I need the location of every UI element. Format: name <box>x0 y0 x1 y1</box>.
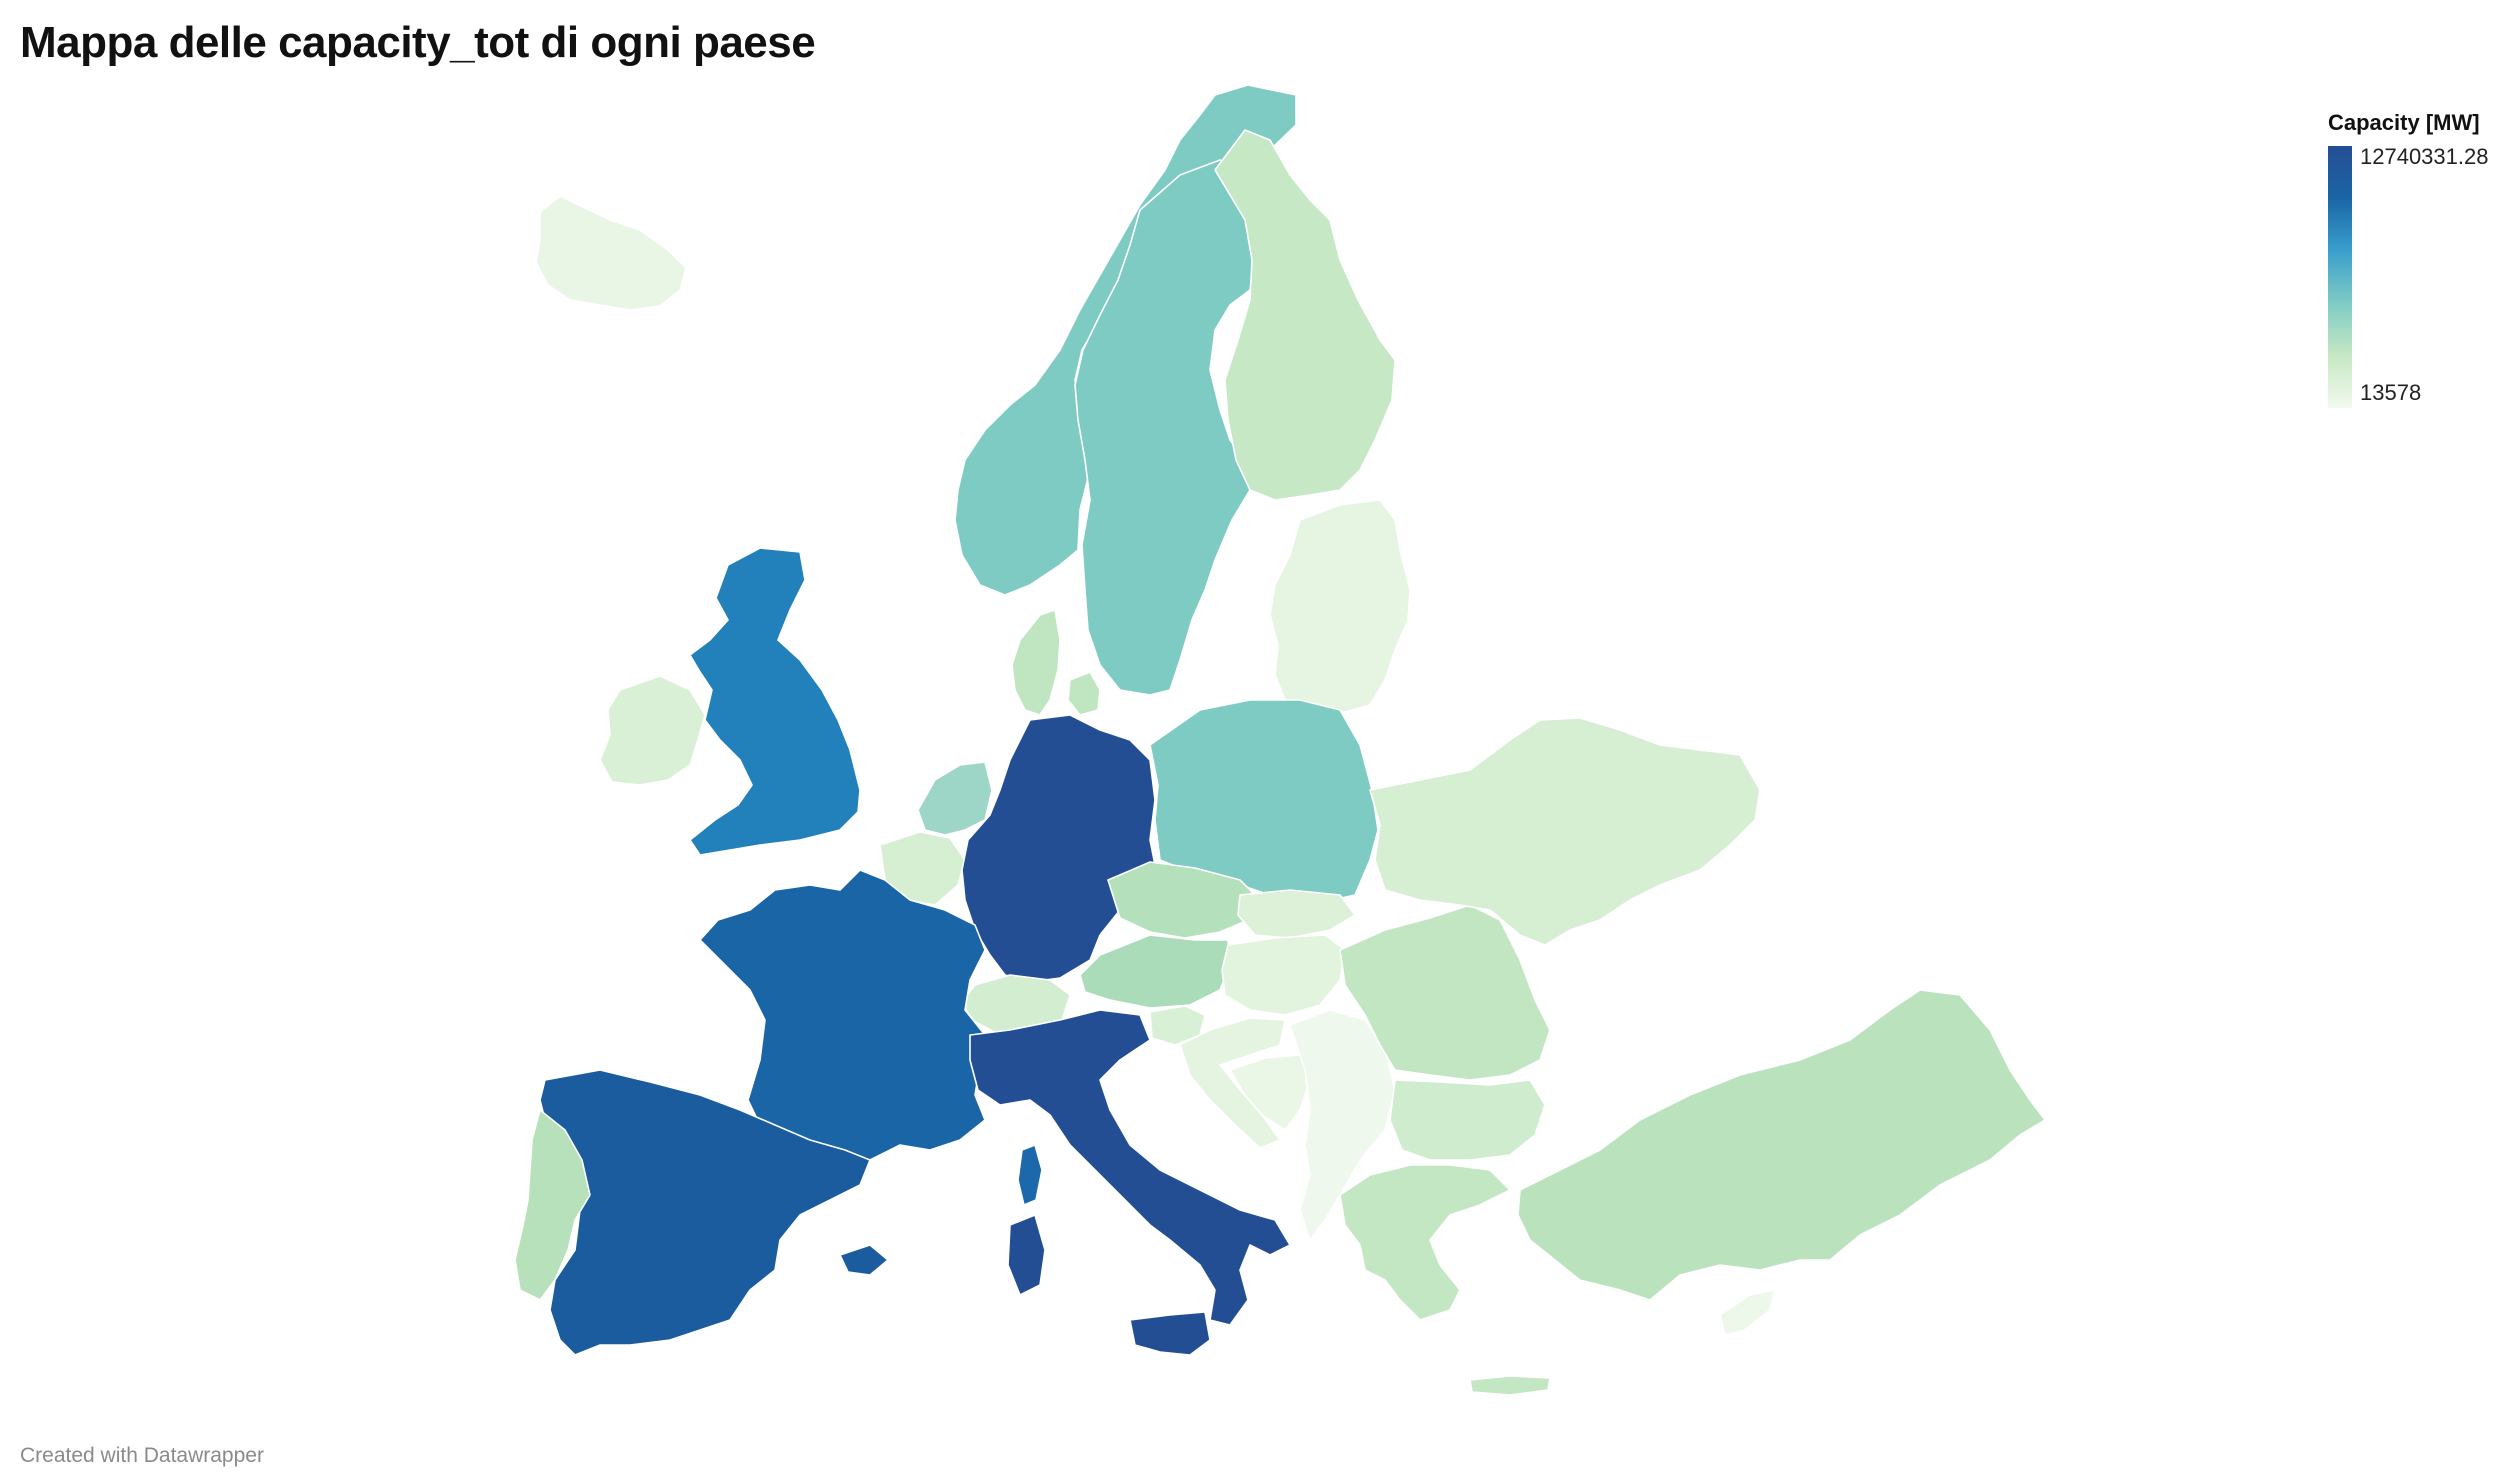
legend-min-label: 13578 <box>2360 380 2422 405</box>
country-ukraine[interactable] <box>1369 717 1761 946</box>
legend-gradient-bar <box>2328 146 2352 408</box>
country-iceland[interactable] <box>535 195 687 311</box>
country-sicily[interactable] <box>1129 1311 1211 1356</box>
country-cyprus[interactable] <box>1719 1289 1776 1336</box>
country-sardinia[interactable] <box>1007 1214 1046 1296</box>
country-croatia[interactable] <box>1179 1017 1286 1149</box>
country-uk[interactable] <box>689 547 861 856</box>
country-corsica[interactable] <box>1017 1144 1043 1206</box>
country-denmark[interactable] <box>1011 609 1061 716</box>
country-ireland[interactable] <box>599 675 706 786</box>
country-germany[interactable] <box>961 714 1159 983</box>
country-greece[interactable] <box>1339 1164 1511 1321</box>
country-portugal[interactable] <box>514 1109 591 1301</box>
country-bulgaria[interactable] <box>1389 1079 1546 1161</box>
chart-title: Mappa delle capacity_tot di ogni paese <box>20 18 816 67</box>
country-greece-crete[interactable] <box>1469 1375 1551 1396</box>
country-poland[interactable] <box>1149 699 1379 906</box>
country-bosnia[interactable] <box>1229 1054 1311 1131</box>
country-austria[interactable] <box>1079 934 1231 1009</box>
country-denmark-islands[interactable] <box>1067 671 1101 716</box>
credit-footer: Created with Datawrapper <box>20 1444 264 1467</box>
country-netherlands[interactable] <box>917 761 993 836</box>
country-france[interactable] <box>699 869 986 1161</box>
country-italy[interactable] <box>969 1009 1291 1326</box>
color-legend: Capacity [MW] 12740331.28 13578 <box>2328 110 2488 408</box>
country-finland[interactable] <box>1214 129 1396 501</box>
country-hungary[interactable] <box>1221 934 1346 1016</box>
country-baltics[interactable] <box>1269 499 1411 713</box>
country-sweden[interactable] <box>1074 159 1256 696</box>
legend-title: Capacity [MW] <box>2328 110 2480 135</box>
legend-max-label: 12740331.28 <box>2360 144 2489 169</box>
country-balearic[interactable] <box>839 1244 889 1276</box>
country-slovakia[interactable] <box>1237 889 1356 939</box>
country-romania[interactable] <box>1339 904 1551 1081</box>
country-turkey[interactable] <box>1517 989 2046 1301</box>
